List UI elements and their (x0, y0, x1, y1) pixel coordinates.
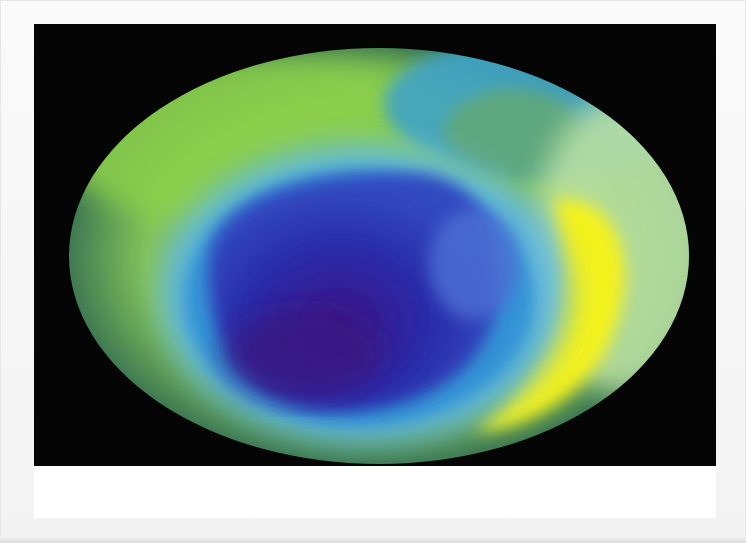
bottom-edge (0, 536, 746, 543)
landmass-region (444, 89, 584, 179)
hole-edge-patch (429, 209, 519, 319)
ozone-map-image (34, 24, 716, 466)
hole-core (224, 309, 384, 399)
caption-strip (34, 466, 716, 518)
ozone-map-graphic (34, 24, 716, 466)
yellow-crescent (474, 198, 625, 430)
